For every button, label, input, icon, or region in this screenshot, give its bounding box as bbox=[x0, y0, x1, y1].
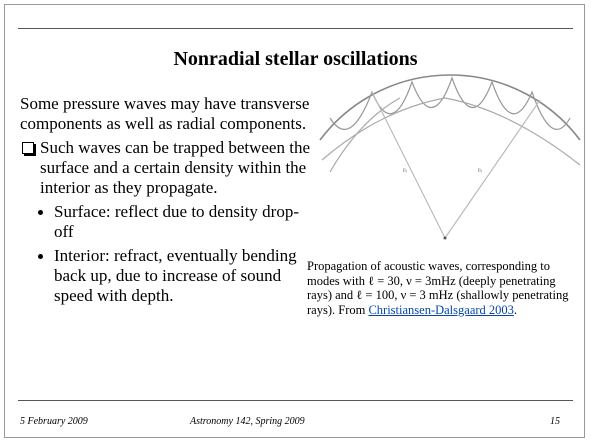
bullet-dot bbox=[38, 210, 43, 215]
deep-ray bbox=[329, 97, 401, 173]
radius-line bbox=[444, 99, 541, 239]
bullet-dot bbox=[38, 254, 43, 259]
footer-date: 5 February 2009 bbox=[20, 416, 88, 427]
shallow-rays bbox=[329, 76, 571, 130]
surface-arc bbox=[319, 74, 581, 141]
caption: Propagation of acoustic waves, correspon… bbox=[307, 259, 579, 317]
radius-line bbox=[371, 91, 446, 239]
slide-title: Nonradial stellar oscillations bbox=[173, 48, 418, 70]
deep-ray bbox=[321, 97, 581, 166]
paragraph: Some pressure waves may have transverse … bbox=[20, 94, 310, 133]
figure-label: rₜ bbox=[403, 166, 407, 174]
slide-frame bbox=[4, 4, 585, 438]
body: Some pressure waves may have transverse … bbox=[20, 94, 310, 310]
center-point bbox=[443, 236, 447, 240]
bullet-box bbox=[22, 142, 34, 154]
sub-bullet-text: Surface: reflect due to density drop-off bbox=[54, 202, 299, 241]
footer-page: 15 bbox=[550, 416, 560, 427]
bottom-rule bbox=[18, 400, 573, 401]
sub-bullet: Interior: refract, eventually bending ba… bbox=[20, 246, 310, 306]
top-rule bbox=[18, 28, 573, 29]
footer-course: Astronomy 142, Spring 2009 bbox=[190, 416, 305, 427]
sub-bullet-text: Interior: refract, eventually bending ba… bbox=[54, 246, 297, 305]
bullet: Such waves can be trapped between the su… bbox=[20, 138, 310, 198]
sub-bullet: Surface: reflect due to density drop-off bbox=[20, 202, 310, 242]
caption-text: Propagation of acoustic waves, correspon… bbox=[307, 259, 569, 317]
caption-link[interactable]: Christiansen-Dalsgaard 2003 bbox=[368, 302, 514, 317]
figure-label: rₜ bbox=[478, 166, 482, 174]
caption-end: . bbox=[513, 302, 518, 317]
bullet-text: Such waves can be trapped between the su… bbox=[40, 138, 310, 197]
